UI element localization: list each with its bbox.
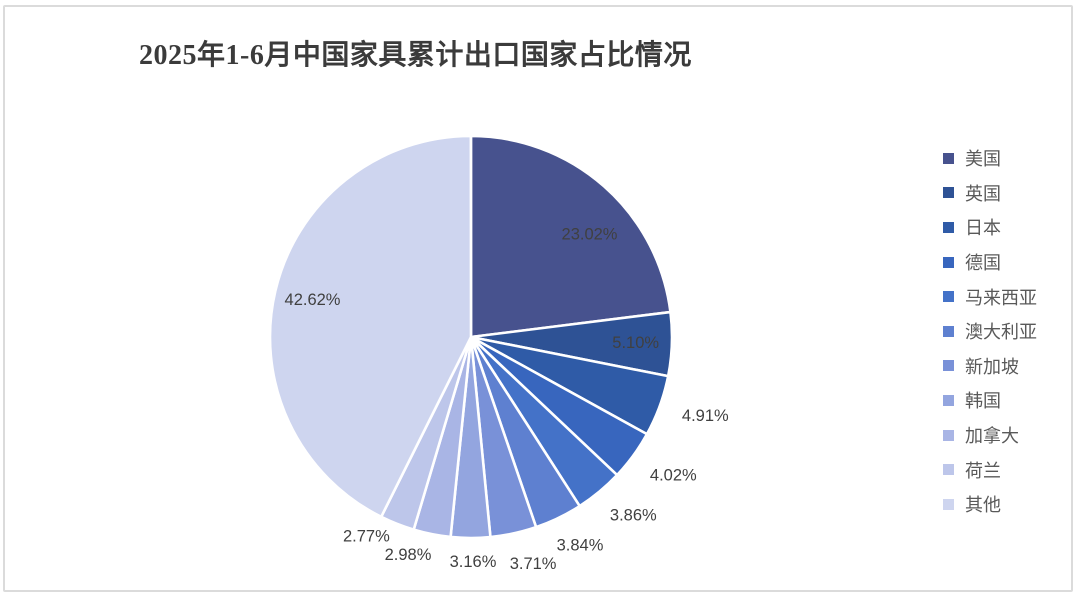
legend-label: 马来西亚 (965, 287, 1037, 308)
legend-item-5: 马来西亚 (943, 279, 1037, 314)
chart-card: 2025年1-6月中国家具累计出口国家占比情况 23.02% 5.10% 4.91%… (3, 5, 1073, 592)
legend-item-4: 德国 (943, 245, 1037, 280)
legend-swatch-icon (943, 464, 954, 476)
legend-item-11: 其他 (943, 487, 1037, 522)
legend-item-8: 韩国 (943, 383, 1037, 418)
pie-slice-11 (268, 134, 473, 519)
legend-item-7: 新加坡 (943, 349, 1037, 384)
legend: 美国英国日本德国马来西亚澳大利亚新加坡韩国加拿大荷兰其他 (943, 141, 1037, 522)
legend-item-1: 美国 (943, 141, 1037, 176)
legend-swatch-icon (943, 187, 954, 199)
legend-label: 加拿大 (965, 426, 1019, 447)
legend-swatch-icon (943, 152, 954, 164)
slice-label-3: 4.91% (682, 407, 729, 425)
legend-label: 德国 (965, 253, 1001, 274)
legend-swatch-icon (943, 325, 954, 337)
legend-label: 澳大利亚 (965, 322, 1037, 343)
slice-label-9: 2.98% (385, 546, 432, 564)
legend-item-6: 澳大利亚 (943, 314, 1037, 349)
legend-swatch-icon (943, 291, 954, 303)
slice-label-5: 3.86% (610, 506, 657, 524)
legend-item-2: 英国 (943, 176, 1037, 211)
legend-swatch-icon (943, 256, 954, 268)
slice-label-4: 4.02% (650, 467, 697, 485)
legend-swatch-icon (943, 498, 954, 510)
slice-label-11: 42.62% (285, 291, 341, 309)
legend-label: 日本 (965, 218, 1001, 239)
legend-swatch-icon (943, 429, 954, 441)
slice-label-1: 23.02% (562, 225, 618, 243)
chart-title: 2025年1-6月中国家具累计出口国家占比情况 (139, 40, 692, 71)
pie-slices (268, 134, 674, 540)
legend-item-3: 日本 (943, 210, 1037, 245)
pie-slice-1 (469, 134, 672, 339)
legend-label: 美国 (965, 149, 1001, 170)
legend-label: 英国 (965, 183, 1001, 204)
legend-item-10: 荷兰 (943, 452, 1037, 487)
legend-swatch-icon (943, 221, 954, 233)
slice-label-6: 3.84% (557, 536, 604, 554)
legend-label: 韩国 (965, 391, 1001, 412)
slice-label-7: 3.71% (510, 555, 557, 573)
slice-label-2: 5.10% (612, 334, 659, 352)
slice-label-8: 3.16% (450, 553, 497, 571)
legend-swatch-icon (943, 394, 954, 406)
legend-label: 新加坡 (965, 356, 1019, 377)
legend-swatch-icon (943, 360, 954, 372)
pie-labels: 23.02% 5.10% 4.91% 4.02% 3.86% 3.84%3.71% 3.16… (285, 225, 729, 573)
pie-chart: 23.02% 5.10% 4.91% 4.02% 3.86% 3.84%3.71% 3.16… (268, 134, 729, 573)
legend-item-9: 加拿大 (943, 418, 1037, 453)
legend-label: 荷兰 (965, 460, 1001, 481)
slice-label-10: 2.77% (343, 527, 390, 545)
legend-label: 其他 (965, 495, 1001, 516)
